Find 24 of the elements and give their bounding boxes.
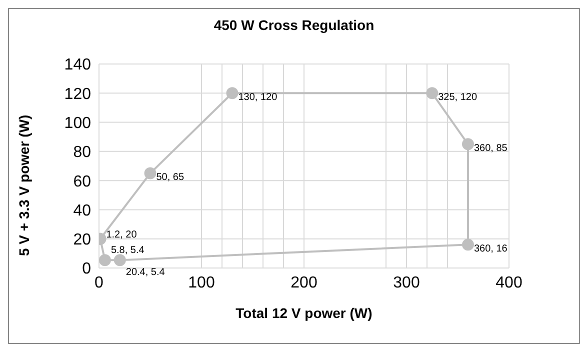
y-tick-label: 120 bbox=[64, 86, 92, 103]
y-axis-title: 5 V + 3.3 V power (W) bbox=[16, 114, 32, 256]
y-tick-label: 100 bbox=[64, 114, 92, 132]
y-tick-label: 0 bbox=[82, 260, 92, 278]
data-label: 50, 65 bbox=[156, 172, 184, 183]
x-tick-label: 200 bbox=[290, 274, 318, 292]
data-label: 360, 16 bbox=[474, 243, 508, 254]
x-tick-label: 300 bbox=[393, 274, 420, 292]
chart-title: 450 W Cross Regulation bbox=[212, 17, 376, 33]
data-label: 1.2, 20 bbox=[106, 230, 138, 240]
data-label: 20.4, 5.4 bbox=[126, 266, 166, 278]
x-axis-title: Total 12 V power (W) bbox=[236, 305, 372, 321]
y-tick-label: 80 bbox=[73, 144, 92, 162]
data-label: 5.8, 5.4 bbox=[110, 244, 145, 256]
x-tick-label: 400 bbox=[496, 274, 522, 292]
y-tick-label: 20 bbox=[73, 232, 92, 249]
y-tick-label: 140 bbox=[64, 56, 92, 74]
x-tick-label: 0 bbox=[94, 274, 104, 292]
data-label: 130, 120 bbox=[238, 92, 278, 103]
data-label: 325, 120 bbox=[438, 92, 478, 103]
y-tick-label: 40 bbox=[73, 202, 92, 220]
data-label: 360, 85 bbox=[474, 142, 508, 154]
x-tick-label: 100 bbox=[188, 274, 215, 292]
y-tick-label: 60 bbox=[73, 173, 92, 190]
